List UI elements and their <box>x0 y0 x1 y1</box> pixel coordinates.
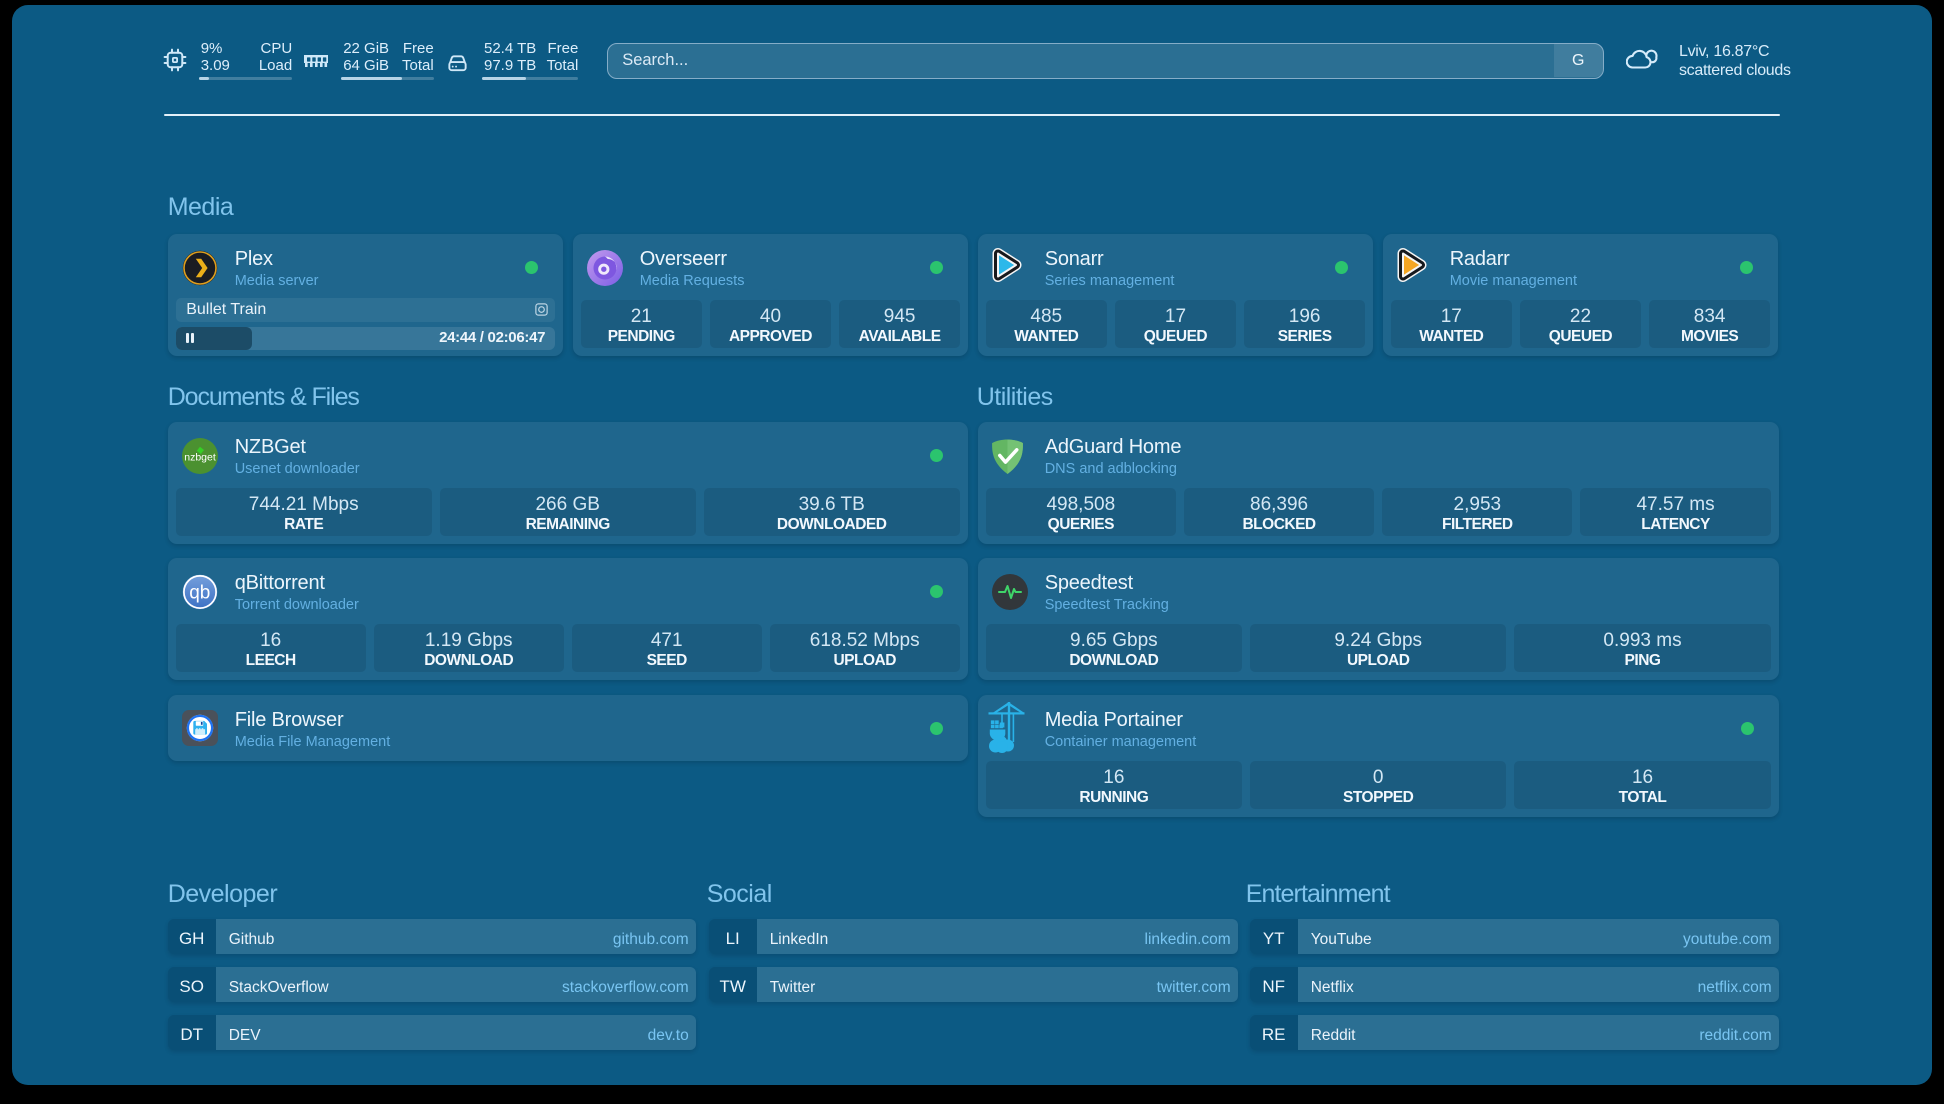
svg-text:nzbget: nzbget <box>184 452 216 464</box>
svg-text:qb: qb <box>189 583 210 604</box>
